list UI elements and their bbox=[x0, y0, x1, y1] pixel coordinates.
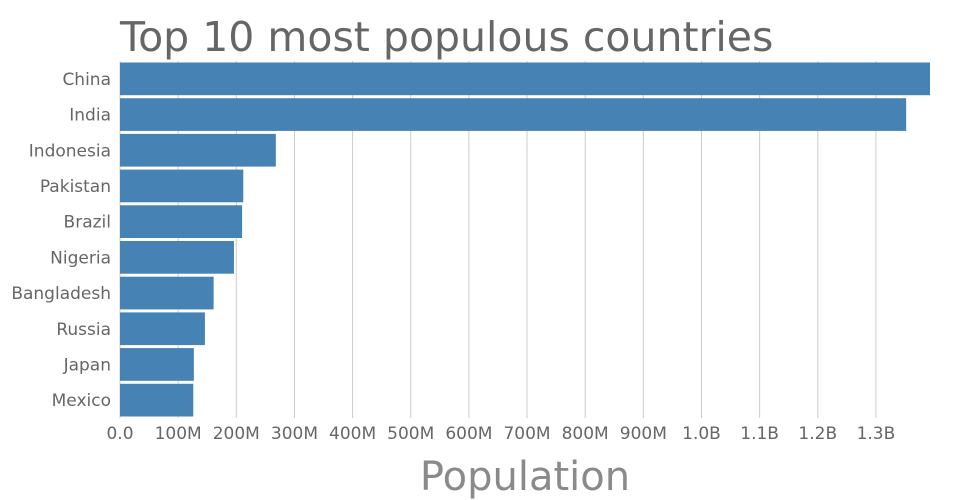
bar-pakistan bbox=[120, 169, 244, 203]
bar-india bbox=[120, 98, 907, 131]
bar-bangladesh bbox=[120, 276, 214, 310]
x-tick-label: 1.2B bbox=[798, 424, 837, 444]
category-label: India bbox=[69, 106, 111, 126]
bar-russia bbox=[120, 312, 205, 346]
x-tick-label: 500M bbox=[387, 424, 434, 444]
x-tick-label: 600M bbox=[445, 424, 492, 444]
x-tick-label: 0.0 bbox=[106, 424, 133, 444]
category-label: China bbox=[62, 70, 111, 90]
x-tick-label: 1.3B bbox=[857, 424, 896, 444]
category-label: Indonesia bbox=[29, 141, 111, 161]
bar-indonesia bbox=[120, 133, 276, 167]
bar-mexico bbox=[120, 383, 194, 417]
category-label: Russia bbox=[56, 320, 111, 340]
category-label: Nigeria bbox=[50, 248, 111, 268]
x-tick-label: 100M bbox=[155, 424, 202, 444]
x-tick-label: 800M bbox=[562, 424, 609, 444]
bar-series bbox=[120, 62, 930, 417]
x-tick-label: 700M bbox=[503, 424, 550, 444]
category-label: Bangladesh bbox=[11, 284, 111, 304]
x-axis-tick-labels: 0.0 100M 200M 300M 400M 500M 600M 700M 800M 900M 1… bbox=[106, 424, 895, 444]
category-label: Mexico bbox=[52, 391, 111, 411]
x-tick-label: 1.1B bbox=[740, 424, 779, 444]
bar-brazil bbox=[120, 205, 243, 238]
bar-japan bbox=[120, 348, 194, 381]
x-tick-label: 400M bbox=[329, 424, 376, 444]
x-tick-label: 900M bbox=[620, 424, 667, 444]
x-tick-label: 200M bbox=[213, 424, 260, 444]
bar-nigeria bbox=[120, 241, 234, 274]
x-tick-label: 1.0B bbox=[682, 424, 721, 444]
x-axis-title: Population bbox=[420, 454, 630, 500]
x-tick-label: 300M bbox=[271, 424, 318, 444]
chart-title: Top 10 most populous countries bbox=[119, 13, 773, 61]
category-label: Pakistan bbox=[40, 177, 111, 197]
category-label: Japan bbox=[63, 355, 111, 375]
bar-china bbox=[120, 62, 930, 96]
category-label: Brazil bbox=[64, 213, 111, 233]
y-axis-category-labels: China India Indonesia Pakistan Brazil Nigeria… bbox=[11, 70, 111, 411]
